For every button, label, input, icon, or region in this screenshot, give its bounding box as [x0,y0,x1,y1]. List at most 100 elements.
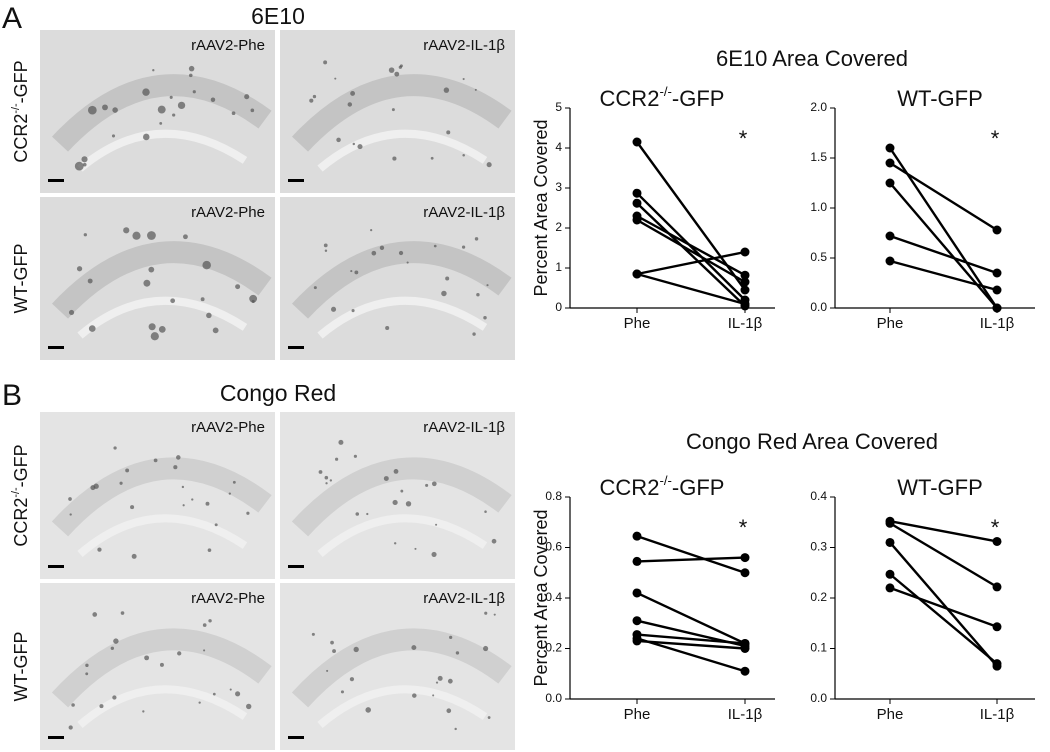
y-tick-label: 0.2 [545,641,562,655]
plaque [111,134,116,138]
plaque [446,708,452,714]
plaque [484,611,488,615]
pair-line [889,541,998,667]
pair-line [889,259,998,292]
point [632,188,642,198]
plaque [177,101,186,110]
plaque [87,278,93,284]
y-tick-label: 4 [555,140,562,154]
plaque [435,681,439,684]
plaque [192,90,196,94]
plaque [447,678,453,684]
plaque [349,677,355,682]
point [740,644,750,653]
pair-line [889,182,998,309]
row-label: WT-GFP [11,244,31,314]
y-tick-label: 0.6 [545,540,562,554]
point [885,158,895,168]
plaque [383,476,389,482]
point [885,583,895,593]
image-label: rAAV2-Phe [191,590,265,607]
plaque [365,707,371,713]
plaque [83,233,87,237]
tissue-band [317,296,488,339]
plaque [235,691,241,697]
plaque [493,613,496,616]
tissue-band [291,628,512,708]
plaque [228,492,231,495]
plaque [432,694,435,697]
chart-title-part: WT-GFP [897,475,983,500]
pair-line [636,637,746,673]
plaque [148,266,155,273]
y-tick-label: 0 [555,300,562,314]
plaque [85,672,89,676]
row-label: CCR2-/--GFP [10,444,31,546]
point [885,518,895,528]
chart-title: WT-GFP [897,86,983,111]
x-tick-label: Phe [877,706,904,723]
plaque [200,297,205,302]
plaque [484,510,487,513]
pair-line [889,234,998,275]
plaque [340,690,344,694]
chart-group-title: Congo Red Area Covered [686,429,938,454]
pair-line [889,520,998,543]
plaque [324,249,328,253]
tissue-band [51,628,272,708]
plaque [398,65,402,69]
row-label: CCR2-/--GFP [10,60,31,162]
pair-line [889,573,998,665]
plaque [69,513,72,516]
y-tick-label: 0.8 [545,489,562,503]
plaque [152,69,155,72]
panel-label: B [2,379,22,412]
plaque [143,133,150,141]
tissue-band [317,685,488,728]
plaque [244,94,250,100]
plaque [81,156,88,163]
plaque [170,298,176,304]
row-label-part: -GFP [11,60,31,103]
image-label: rAAV2-IL-1β [423,37,505,54]
plaque [205,501,210,506]
plaque [392,156,397,161]
point [885,256,895,266]
plaque [235,284,241,290]
significance: * [739,126,748,151]
image-label: rAAV2-IL-1β [423,590,505,607]
y-tick-label: 0.3 [810,540,827,554]
plaque [68,497,72,501]
point [632,588,642,598]
pair-line [636,218,746,284]
y-tick-label: 0.0 [810,300,827,314]
plaque [394,71,400,77]
point [992,582,1002,592]
plaque [120,611,125,615]
y-tick-label: 1.0 [810,200,827,214]
pair-line [889,586,998,628]
plaque [350,91,356,96]
plaque [97,547,102,552]
plaque [88,325,96,332]
plaque [102,104,108,111]
plaque [210,97,216,102]
plaque [431,481,437,487]
plaque [112,107,118,113]
plaque [392,499,398,506]
plaque [142,710,145,713]
plaque [330,640,334,645]
chart-title-part: -/- [659,473,671,488]
point [885,178,895,188]
y-tick-label: 0.0 [545,691,562,705]
plaque [148,323,156,331]
point [740,553,750,563]
y-tick-label: 5 [555,100,562,114]
plaque [487,716,491,719]
plaque [350,270,353,273]
plaque [433,244,437,248]
plaque [336,137,341,143]
plaque [71,703,75,707]
plaque [131,553,137,559]
point [632,556,642,566]
